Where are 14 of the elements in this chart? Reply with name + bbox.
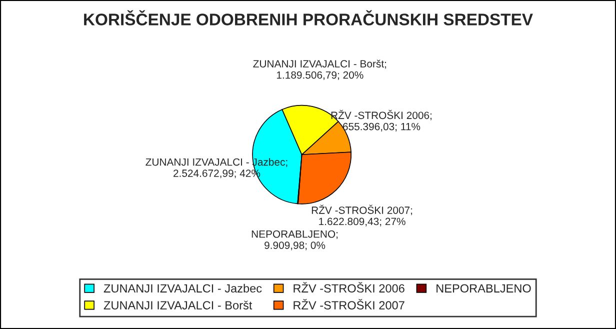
text: 9.909,98; 0% xyxy=(264,242,326,250)
text: 1.189.506,79; 20% xyxy=(276,71,364,80)
legend-label: ZUNANJI IZVAJALCI - Boršt xyxy=(104,300,252,310)
category-label: ZUNANJI IZVAJALCI - Boršt; xyxy=(253,60,386,69)
category-label: RŽV -STROŠKI 2007; xyxy=(312,204,412,216)
text: 1.622.809,43; 27% xyxy=(319,218,406,226)
chart-title: KORIŠČENJE ODOBRENIH PRORAČUNSKIH SREDSTEV xyxy=(84,10,533,26)
legend-label: RŽV -STROŠKI 2007 xyxy=(294,299,404,310)
text: 655.396,03; 11% xyxy=(343,122,420,132)
legend-label: RŽV -STROŠKI 2006 xyxy=(294,282,404,293)
legend-label: ZUNANJI IZVAJALCI - Jazbec xyxy=(104,284,262,293)
legend-label: NEPORABLJENO xyxy=(436,284,531,293)
category-label: NEPORABLJENO; xyxy=(252,230,338,239)
category-label: RŽV -STROŠKI 2006; xyxy=(331,110,432,120)
